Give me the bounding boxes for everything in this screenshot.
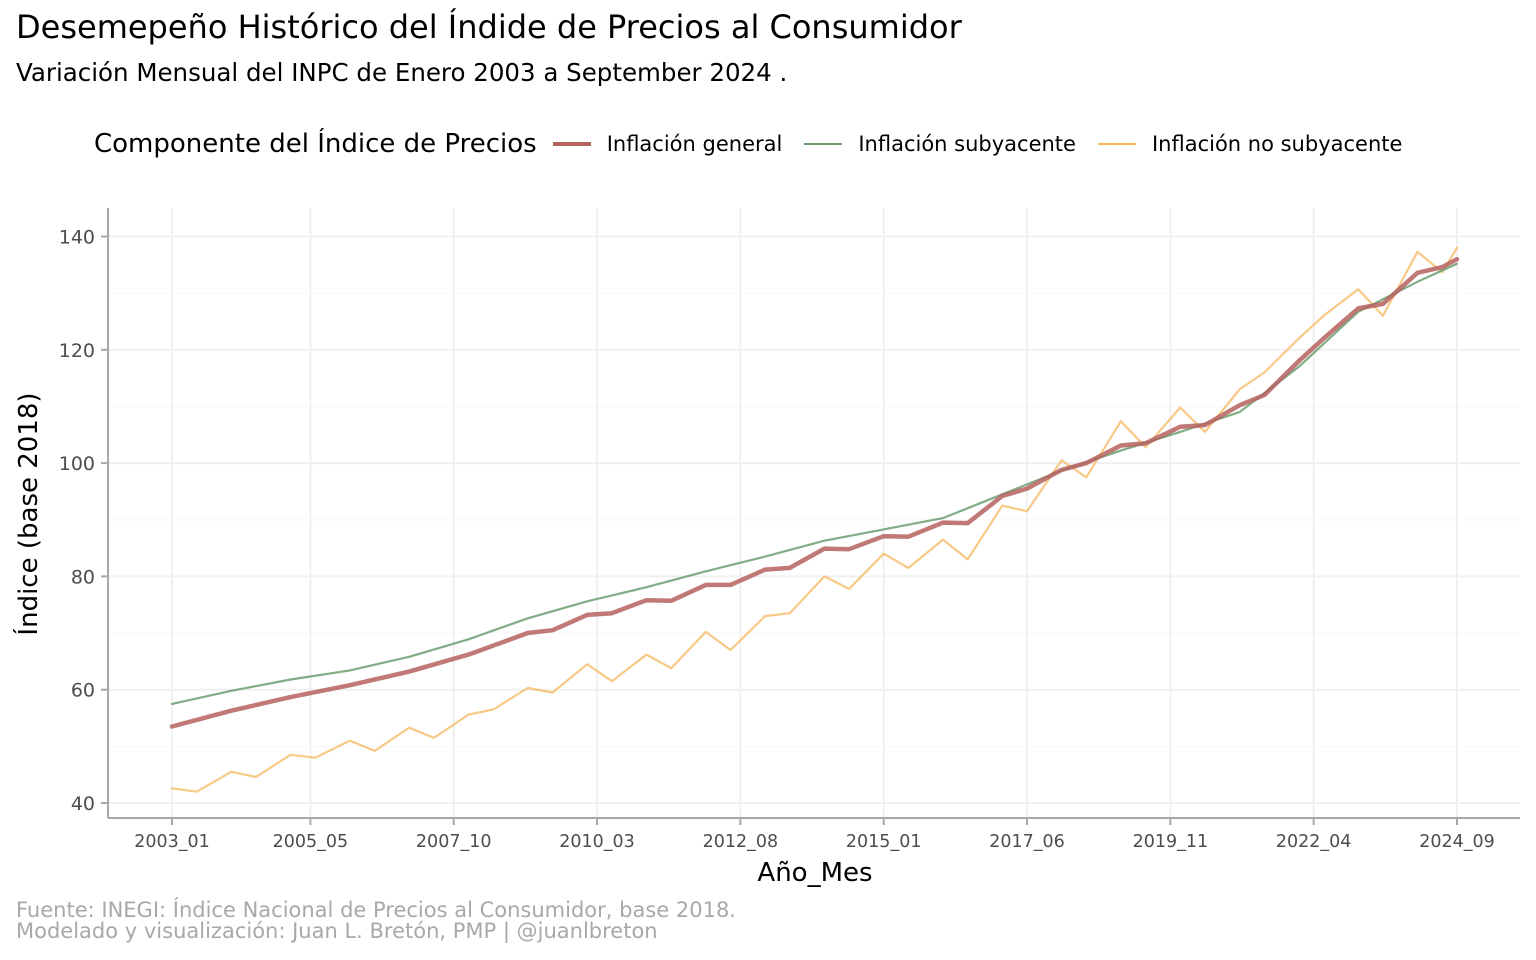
x-tick-label: 2005_05 — [273, 832, 349, 852]
legend-label-no-subyacente: Inflación no subyacente — [1151, 132, 1403, 156]
legend-label-subyacente: Inflación subyacente — [858, 132, 1076, 156]
series-lines — [169, 246, 1460, 793]
legend-key-no-subyacente — [1097, 143, 1136, 145]
series-line-general — [169, 256, 1460, 729]
caption-source: Fuente: INEGI: Índice Nacional de Precio… — [16, 898, 736, 922]
legend: Componente del Índice de Precios Inflaci… — [94, 124, 1424, 164]
x-tick-label: 2024_09 — [1419, 832, 1495, 852]
y-tick-label: 60 — [71, 680, 95, 702]
grid-lines — [108, 208, 1520, 818]
x-tick-label: 2015_01 — [846, 832, 922, 852]
legend-item-no-subyacente: Inflación no subyacente — [1097, 132, 1403, 156]
y-axis-label: Índice (base 2018) — [12, 392, 44, 635]
x-tick-label: 2010_03 — [559, 832, 635, 852]
chart-subtitle: Variación Mensual del INPC de Enero 2003… — [16, 58, 788, 87]
series-line-no-subyacente — [170, 246, 1459, 793]
y-tick-label: 140 — [59, 227, 95, 249]
caption-credit: Modelado y visualización: Juan L. Bretón… — [16, 919, 658, 943]
x-tick-label: 2019_11 — [1133, 832, 1209, 852]
y-tick-label: 120 — [59, 340, 95, 362]
legend-key-general — [552, 142, 591, 146]
y-tick-label: 80 — [71, 566, 95, 588]
y-tick-label: 100 — [59, 453, 95, 475]
legend-label-general: Inflación general — [606, 132, 783, 156]
axes — [101, 208, 1520, 825]
series-line-subyacente — [170, 262, 1459, 706]
x-tick-label: 2003_01 — [134, 832, 210, 852]
chart-title: Desemepeño Histórico del Índide de Preci… — [16, 8, 962, 46]
legend-item-subyacente: Inflación subyacente — [804, 132, 1076, 156]
legend-key-subyacente — [804, 143, 843, 145]
x-axis-label: Año_Mes — [757, 858, 872, 888]
x-tick-label: 2007_10 — [416, 832, 492, 852]
y-tick-label: 40 — [71, 793, 95, 815]
tick-labels: 40 60 80 100 120 140 2003_01 2005_05 2007_10 2010… — [59, 227, 1495, 853]
legend-title: Componente del Índice de Precios — [94, 129, 537, 159]
x-tick-label: 2012_08 — [703, 832, 779, 852]
legend-item-general: Inflación general — [552, 132, 783, 156]
x-tick-label: 2022_04 — [1276, 832, 1352, 852]
x-tick-label: 2017_06 — [989, 832, 1065, 852]
